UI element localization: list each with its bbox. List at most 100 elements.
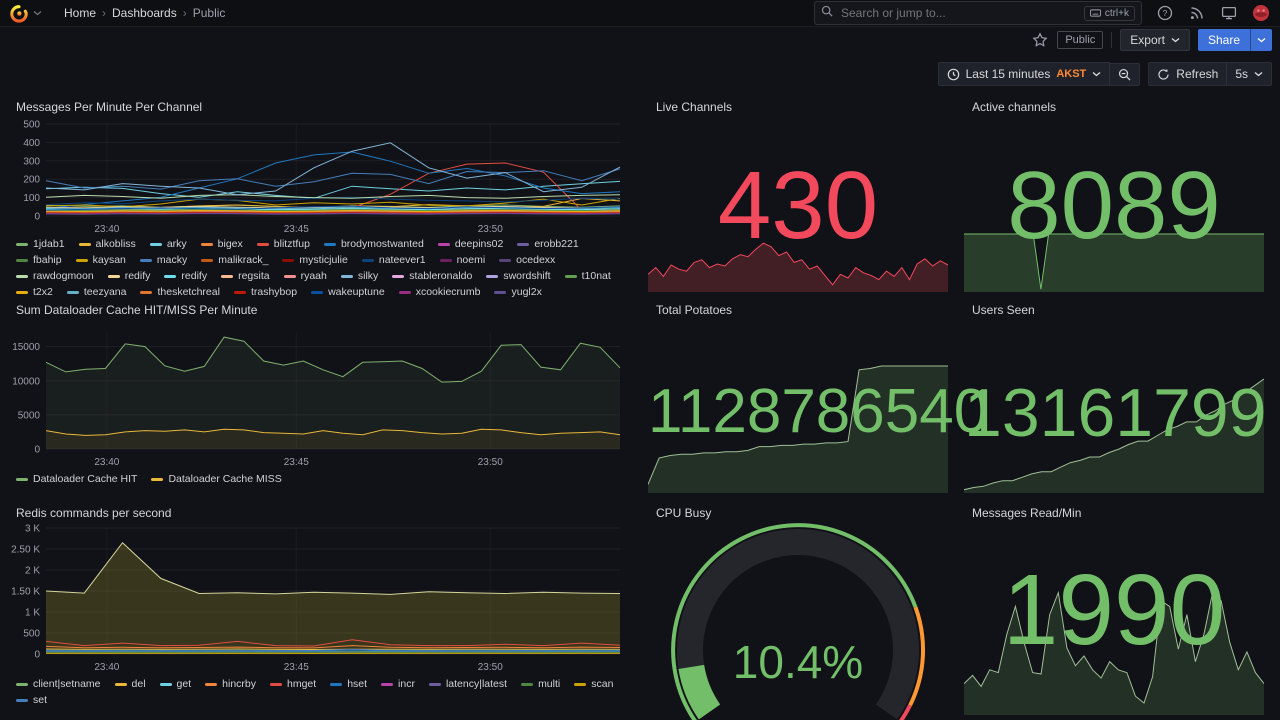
legend-item[interactable]: yugl2x xyxy=(494,286,542,299)
search-input[interactable] xyxy=(839,5,1078,21)
legend-item[interactable]: redify xyxy=(107,270,150,283)
panel-title[interactable]: Messages Read/Min xyxy=(972,506,1082,520)
legend-item[interactable]: wakeuptune xyxy=(311,286,385,299)
legend-item[interactable]: erobb221 xyxy=(517,238,579,251)
legend-item[interactable]: t10nat xyxy=(564,270,611,283)
legend-label: t2x2 xyxy=(33,286,53,298)
legend-label: nateever1 xyxy=(378,254,426,266)
share-menu-caret[interactable] xyxy=(1250,29,1272,51)
legend-item[interactable]: ocedexx xyxy=(499,254,555,267)
refresh-button[interactable]: Refresh xyxy=(1148,62,1228,86)
legend-item[interactable]: thesketchreal xyxy=(140,286,220,299)
legend-item[interactable]: fbahip xyxy=(16,254,62,267)
legend-item[interactable]: alkobliss xyxy=(78,238,136,251)
svg-text:23:45: 23:45 xyxy=(284,457,309,468)
svg-text:300: 300 xyxy=(23,156,40,167)
user-avatar[interactable] xyxy=(1252,4,1270,22)
legend-item[interactable]: hset xyxy=(330,678,367,691)
legend-item[interactable]: swordshift xyxy=(486,270,551,283)
legend-label: stableronaldo xyxy=(409,270,473,282)
panel-title[interactable]: Messages Per Minute Per Channel xyxy=(16,100,203,114)
panel-title[interactable]: Total Potatoes xyxy=(656,303,733,317)
legend-item[interactable]: del xyxy=(114,678,146,691)
time-range-picker[interactable]: Last 15 minutes AKST xyxy=(937,62,1111,86)
legend-label: Dataloader Cache MISS xyxy=(168,473,282,485)
legend-item[interactable]: latency|latest xyxy=(428,678,507,691)
export-button[interactable]: Export xyxy=(1120,29,1190,51)
legend-item[interactable]: trashybop xyxy=(233,286,297,299)
legend-label: arky xyxy=(166,238,187,250)
time-series-plot[interactable]: 0 100 200 300 400 500 23:40 23:45 23:50 xyxy=(8,120,628,236)
share-button[interactable]: Share xyxy=(1197,29,1250,51)
legend-label: 1jdab1 xyxy=(33,238,65,250)
legend-item[interactable]: mysticjulie xyxy=(282,254,348,267)
news-icon[interactable] xyxy=(1188,4,1206,22)
svg-text:?: ? xyxy=(1163,8,1168,18)
legend-item[interactable]: nateever1 xyxy=(361,254,426,267)
legend-item[interactable]: Dataloader Cache MISS xyxy=(151,473,282,486)
search-bar[interactable]: ctrl+k xyxy=(814,1,1142,25)
legend-swatch xyxy=(574,683,587,686)
panel-title[interactable]: Redis commands per second xyxy=(16,506,172,520)
panel-title[interactable]: CPU Busy xyxy=(656,506,712,520)
legend-label: hset xyxy=(347,678,368,690)
legend-item[interactable]: multi xyxy=(521,678,560,691)
monitor-icon[interactable] xyxy=(1220,4,1238,22)
legend-item[interactable]: redify xyxy=(164,270,207,283)
legend-swatch xyxy=(16,243,28,246)
legend-item[interactable]: client|setname xyxy=(16,678,101,691)
legend-item[interactable]: incr xyxy=(381,678,415,691)
legend-item[interactable]: t2x2 xyxy=(16,286,53,299)
legend-swatch xyxy=(398,291,411,294)
legend-item[interactable]: Dataloader Cache HIT xyxy=(16,473,137,486)
legend-swatch xyxy=(340,275,353,278)
time-series-plot[interactable]: 0 500 1 K 1.50 K 2 K 2.50 K 3 K 23:40 23:45 23:50 xyxy=(8,524,628,674)
legend-label: kaysan xyxy=(92,254,126,266)
legend-item[interactable]: kaysan xyxy=(75,254,126,267)
legend-label: brodymostwanted xyxy=(340,238,424,250)
legend-swatch xyxy=(499,259,512,262)
legend-item[interactable]: arky xyxy=(149,238,187,251)
breadcrumb-separator: › xyxy=(102,6,107,20)
legend-item[interactable]: deepins02 xyxy=(437,238,503,251)
grafana-logo[interactable] xyxy=(10,4,28,23)
panel-title[interactable]: Sum Dataloader Cache HIT/MISS Per Minute xyxy=(16,303,258,317)
legend-item[interactable]: teezyana xyxy=(66,286,126,299)
legend-item[interactable]: malikrack_ xyxy=(201,254,268,267)
help-icon[interactable]: ? xyxy=(1156,4,1174,22)
panel-live-channels: Live Channels 430 xyxy=(647,96,949,292)
legend-item[interactable]: scan xyxy=(574,678,613,691)
time-series-plot[interactable]: 0 5000 10000 15000 23:40 23:45 23:50 xyxy=(8,329,628,469)
legend-swatch xyxy=(311,291,324,294)
org-switcher-chevron-icon[interactable] xyxy=(28,4,46,22)
legend-item[interactable]: hincrby xyxy=(205,678,256,691)
breadcrumb-dashboards[interactable]: Dashboards xyxy=(112,6,177,20)
refresh-interval-dropdown[interactable]: 5s xyxy=(1227,62,1272,86)
legend-item[interactable]: get xyxy=(159,678,191,691)
legend-item[interactable]: rawdogmoon xyxy=(16,270,94,283)
star-icon[interactable] xyxy=(1031,31,1049,49)
legend-item[interactable]: blitztfup xyxy=(256,238,310,251)
legend-item[interactable]: stableronaldo xyxy=(392,270,472,283)
panel-title[interactable]: Users Seen xyxy=(972,303,1035,317)
legend-item[interactable]: bigex xyxy=(200,238,243,251)
svg-text:100: 100 xyxy=(23,193,40,204)
timezone-label: AKST xyxy=(1056,68,1087,80)
legend-item[interactable]: brodymostwanted xyxy=(323,238,424,251)
legend-item[interactable]: hmget xyxy=(270,678,316,691)
legend-item[interactable]: ryaah xyxy=(283,270,327,283)
panel-title[interactable]: Active channels xyxy=(972,100,1057,114)
legend-item[interactable]: set xyxy=(16,694,47,707)
legend-item[interactable]: xcookiecrumb xyxy=(398,286,480,299)
public-badge: Public xyxy=(1057,31,1104,49)
legend-swatch xyxy=(16,478,28,481)
legend-item[interactable]: noemi xyxy=(439,254,485,267)
legend-item[interactable]: regsita xyxy=(221,270,270,283)
legend-item[interactable]: macky xyxy=(139,254,187,267)
zoom-out-time-button[interactable] xyxy=(1110,62,1141,86)
breadcrumb-home[interactable]: Home xyxy=(64,6,97,20)
legend-swatch xyxy=(201,259,214,262)
panel-title[interactable]: Live Channels xyxy=(656,100,733,114)
legend-item[interactable]: 1jdab1 xyxy=(16,238,65,251)
legend-item[interactable]: silky xyxy=(340,270,378,283)
